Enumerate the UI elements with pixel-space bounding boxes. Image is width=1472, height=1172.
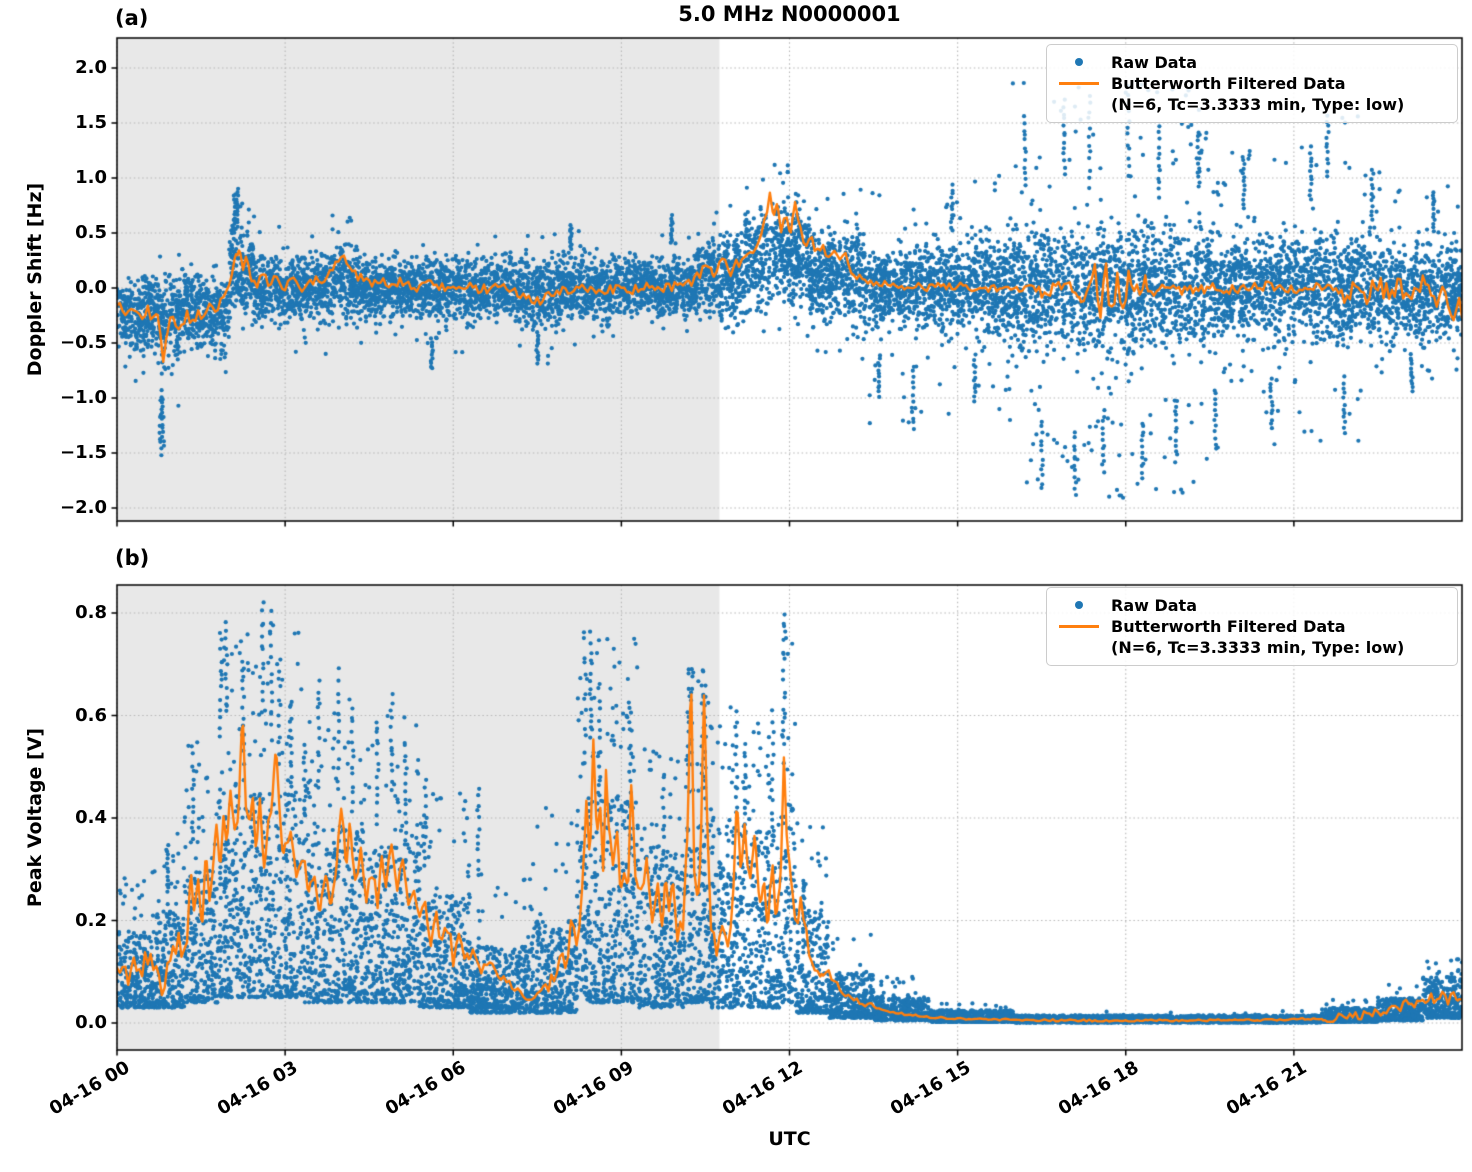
- y-tick-label: 1.5: [75, 112, 107, 133]
- y-tick-label: 0.0: [75, 1012, 107, 1033]
- y-tick-label: −2.0: [60, 497, 107, 518]
- filtered-line-marker: [1059, 625, 1099, 629]
- x-tick-label: 04-16 09: [550, 1057, 638, 1120]
- y-tick-label: 0.8: [75, 602, 107, 623]
- x-tick-label: 04-16 15: [886, 1057, 975, 1120]
- figure-title: 5.0 MHz N0000001: [678, 2, 901, 26]
- legend-raw-label: Raw Data: [1111, 53, 1197, 72]
- y-tick-label: 0.6: [75, 704, 107, 726]
- filtered-line-marker: [1059, 82, 1099, 86]
- legend-raw-label: Raw Data: [1111, 596, 1197, 615]
- y-tick-label: −1.0: [60, 387, 107, 408]
- y-tick-label: 1.0: [75, 167, 107, 188]
- y-tick-label: −1.5: [60, 442, 107, 463]
- raw-data-dot-marker: [1075, 601, 1083, 609]
- y-tick-label: 2.0: [75, 57, 107, 78]
- y-tick-label: 0.5: [75, 222, 107, 243]
- legend-panel-b: Raw Data Butterworth Filtered Data (N=6,…: [1046, 587, 1458, 667]
- legend-filtered-label-line1: Butterworth Filtered Data: [1111, 74, 1346, 94]
- x-tick-label: 04-16 12: [718, 1057, 806, 1120]
- x-tick-label: 04-16 21: [1222, 1057, 1311, 1120]
- panel-b-tag: (b): [115, 546, 150, 570]
- x-tick-label: 04-16 18: [1054, 1057, 1143, 1120]
- x-tick-label: 04-16 00: [46, 1057, 134, 1120]
- y-tick-label: 0.4: [75, 807, 107, 828]
- raw-data-dot-marker: [1075, 58, 1083, 66]
- y-tick-label: −0.5: [60, 332, 107, 353]
- x-tick-label: 04-16 03: [214, 1057, 302, 1120]
- legend-filtered-label-line1: Butterworth Filtered Data: [1111, 617, 1346, 637]
- legend-filtered-label-line2: (N=6, Tc=3.3333 min, Type: low): [1111, 638, 1405, 658]
- panel-a-tag: (a): [115, 6, 149, 30]
- legend-panel-a: Raw Data Butterworth Filtered Data (N=6,…: [1046, 44, 1458, 124]
- y-tick-label: 0.0: [75, 277, 107, 298]
- x-axis-label: UTC: [768, 1128, 811, 1150]
- legend-filtered-label-line2: (N=6, Tc=3.3333 min, Type: low): [1111, 95, 1405, 115]
- y-tick-label: 0.2: [75, 909, 107, 931]
- x-tick-label: 04-16 06: [382, 1057, 470, 1120]
